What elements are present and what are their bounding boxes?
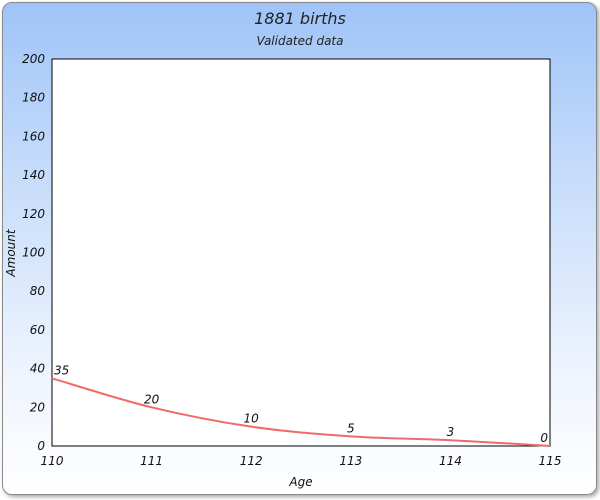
series-group [51,377,551,447]
x-tick-label: 112 [240,454,263,468]
y-axis-label: Amount [4,228,18,277]
x-tick-label: 113 [339,454,362,468]
series-line [51,377,551,447]
x-tick-label: 114 [439,454,462,468]
y-axis-ticks: 0 20 40 60 80 100 120 140 160 180 200 [22,52,45,453]
y-tick-label: 140 [22,168,45,182]
data-label: 10 [244,412,260,426]
y-tick-label: 180 [22,91,45,105]
data-label: 0 [540,431,548,445]
y-tick-label: 200 [22,52,45,66]
chart-subtitle: Validated data [257,34,344,48]
y-tick-label: 40 [30,362,46,376]
data-label: 5 [347,421,355,435]
y-tick-label: 0 [37,439,45,453]
y-tick-label: 120 [22,207,45,221]
x-tick-label: 111 [140,454,163,468]
y-tick-label: 80 [30,284,46,298]
plot-area [51,58,551,447]
x-axis-label: Age [288,475,312,489]
data-label: 35 [54,363,69,377]
x-tick-label: 110 [41,454,64,468]
x-tick-label: 115 [539,454,562,468]
data-labels: 35 20 10 5 3 0 [54,363,548,445]
x-axis-ticks: 110 111 112 113 114 115 [41,454,562,468]
y-tick-label: 160 [22,129,45,143]
y-tick-label: 60 [30,323,46,337]
data-label: 20 [144,392,160,406]
chart-title: 1881 births [254,9,346,28]
y-tick-label: 100 [22,246,45,260]
data-label: 3 [447,425,455,439]
y-tick-label: 20 [30,400,46,414]
